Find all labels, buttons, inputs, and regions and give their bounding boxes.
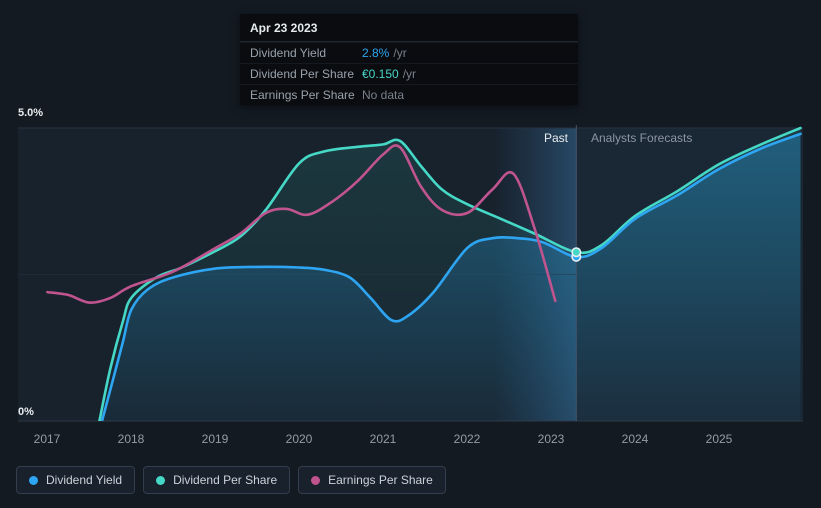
tooltip-suffix: /yr (402, 67, 417, 81)
x-tick-label: 2024 (621, 432, 649, 446)
x-tick-label: 2020 (285, 432, 313, 446)
legend-label: Dividend Per Share (173, 473, 278, 487)
y-axis-label-bottom: 0% (18, 406, 34, 418)
tooltip: Apr 23 2023 Dividend Yield 2.8% /yr Divi… (240, 14, 578, 105)
legend-item-dividend-per-share[interactable]: Dividend Per Share (143, 466, 291, 494)
x-tick-label: 2019 (201, 432, 229, 446)
tooltip-label: Dividend Per Share (250, 67, 355, 81)
dividend-per-share-dot-icon (156, 475, 166, 485)
analysts-forecasts-label: Analysts Forecasts (591, 131, 693, 145)
legend-item-dividend-yield[interactable]: Dividend Yield (16, 466, 136, 494)
tooltip-row-earnings-per-share: Earnings Per Share No data (240, 84, 578, 105)
tooltip-row-dividend-per-share: Dividend Per Share €0.150 /yr (240, 63, 578, 84)
x-tick-label: 2023 (537, 432, 565, 446)
x-tick-label: 2021 (369, 432, 397, 446)
tooltip-label: Earnings Per Share (250, 88, 355, 102)
tooltip-value: €0.150 (362, 67, 399, 81)
legend-label: Earnings Per Share (328, 473, 433, 487)
dividend-yield-dot-icon (29, 475, 38, 485)
tooltip-date: Apr 23 2023 (240, 14, 578, 42)
past-label: Past (543, 131, 568, 145)
legend-label: Dividend Yield (46, 473, 123, 487)
tooltip-label: Dividend Yield (250, 46, 327, 60)
tooltip-value: 2.8% (362, 46, 390, 60)
x-tick-label: 2018 (117, 432, 145, 446)
legend-item-earnings-per-share[interactable]: Earnings Per Share (298, 466, 446, 494)
earnings-per-share-dot-icon (311, 475, 321, 485)
y-axis-label-top: 5.0% (18, 107, 44, 119)
tooltip-row-dividend-yield: Dividend Yield 2.8% /yr (240, 42, 578, 63)
x-tick-label: 2017 (33, 432, 61, 446)
tooltip-suffix: /yr (393, 46, 407, 60)
x-tick-label: 2022 (453, 432, 481, 446)
x-tick-label: 2025 (705, 432, 733, 446)
legend: Dividend Yield Dividend Per Share Earnin… (16, 466, 446, 494)
tooltip-value: No data (362, 88, 405, 102)
